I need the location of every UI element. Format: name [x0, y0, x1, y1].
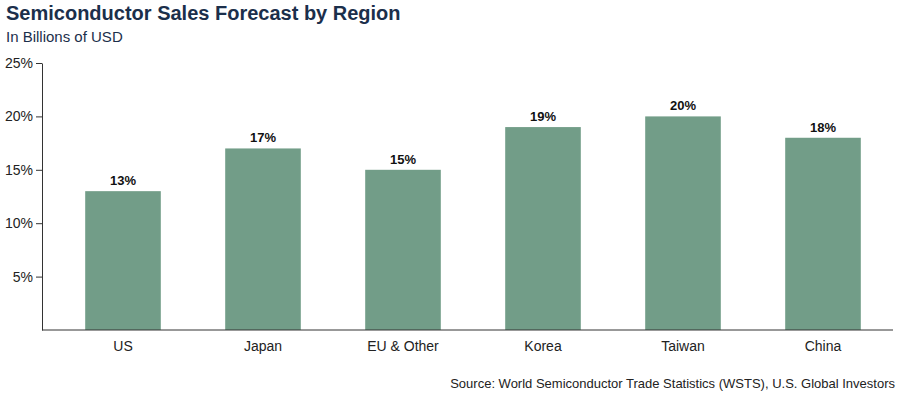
y-axis-line	[42, 64, 43, 331]
chart: Semiconductor Sales Forecast by Region In…	[0, 0, 900, 395]
x-tick: Japan	[244, 330, 282, 354]
y-tick-label: 5%	[13, 269, 33, 285]
data-label: 18%	[810, 120, 836, 135]
x-tick-label: Korea	[524, 338, 562, 354]
bars	[85, 116, 861, 330]
x-tick: China	[805, 330, 842, 354]
x-tick-label: China	[805, 338, 842, 354]
y-tick-mark	[36, 116, 42, 117]
y-tick: 25%	[5, 55, 42, 71]
y-tick-mark	[36, 170, 42, 171]
y-axis: 5% 10% 15% 20% 25%	[5, 55, 43, 331]
bar	[505, 127, 581, 330]
y-tick-mark	[36, 223, 42, 224]
x-axis-line	[42, 330, 893, 331]
data-labels: 13% 17% 15% 19% 20% 18%	[110, 98, 836, 188]
title: Semiconductor Sales Forecast by Region	[6, 2, 401, 24]
x-tick-label: US	[113, 338, 132, 354]
y-tick-label: 15%	[5, 162, 33, 178]
x-tick: Korea	[524, 330, 562, 354]
data-label: 19%	[530, 109, 556, 124]
bar	[785, 138, 861, 330]
x-axis: US Japan EU & Other Korea Taiwan China	[42, 330, 893, 354]
data-label: 13%	[110, 173, 136, 188]
x-tick: Taiwan	[661, 330, 705, 354]
y-tick: 15%	[5, 162, 42, 178]
bar	[645, 116, 721, 330]
x-tick-label: Taiwan	[661, 338, 705, 354]
subtitle: In Billions of USD	[6, 28, 123, 45]
bar	[225, 148, 301, 330]
y-tick-label: 25%	[5, 55, 33, 71]
y-tick-mark	[36, 63, 42, 64]
bar	[85, 191, 161, 330]
y-tick-mark	[36, 277, 42, 278]
x-tick: US	[113, 330, 132, 354]
y-tick: 5%	[13, 269, 42, 285]
y-tick: 10%	[5, 215, 42, 231]
source: Source: World Semiconductor Trade Statis…	[450, 376, 895, 391]
y-tick: 20%	[5, 108, 42, 124]
data-label: 20%	[670, 98, 696, 113]
data-label: 15%	[390, 152, 416, 167]
bar	[365, 170, 441, 330]
y-tick-label: 10%	[5, 215, 33, 231]
x-tick: EU & Other	[367, 330, 439, 354]
y-tick-label: 20%	[5, 108, 33, 124]
data-label: 17%	[250, 130, 276, 145]
x-tick-label: EU & Other	[367, 338, 439, 354]
x-tick-label: Japan	[244, 338, 282, 354]
